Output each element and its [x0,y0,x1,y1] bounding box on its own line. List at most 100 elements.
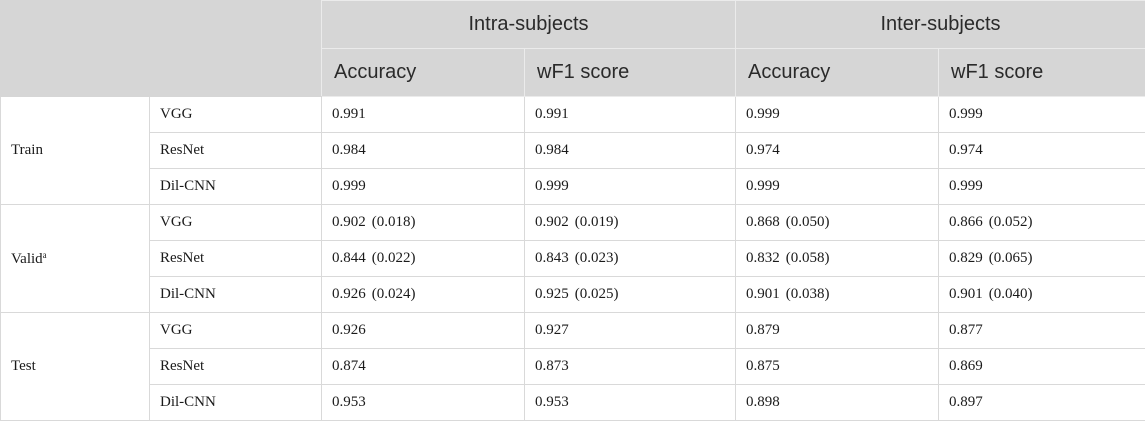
model-name: VGG [149,96,322,133]
table-row: ResNet 0.844 (0.022) 0.843 (0.023) 0.832 (0.05… [1,240,1145,277]
metric-value: 0.999 [746,178,780,194]
value-cell-intra-acc: 0.926 (0.024) [321,276,525,313]
metric-value: 0.974 [949,142,983,158]
value-cell-inter-wf1: 0.829 (0.065) [938,240,1145,277]
metric-std: (0.019) [574,214,619,230]
value-cell-inter-wf1: 0.869 [938,348,1145,385]
value-cell-inter-acc: 0.999 [735,168,939,205]
group-label-cell: Train [0,96,150,205]
value-cell-intra-acc: 0.844 (0.022) [321,240,525,277]
metric-value: 0.875 [746,358,780,374]
value-cell-inter-wf1: 0.999 [938,168,1145,205]
value-cell-inter-acc: 0.999 [735,96,939,133]
metric-value: 0.991 [535,106,569,122]
group-label: Train [11,142,43,158]
value-cell-intra-acc: 0.926 [321,312,525,349]
value-cell-inter-wf1: 0.866 (0.052) [938,204,1145,241]
metric-std: (0.023) [574,250,619,266]
table-row: Test VGG 0.926 0.927 0.879 0.877 [0,312,1145,421]
metric-value: 0.844 [332,250,366,266]
group-label: Valid [11,250,43,267]
value-cell-inter-acc: 0.974 [735,132,939,169]
model-name: VGG [149,312,322,349]
metric-value: 0.902 [535,214,569,230]
header-intra-wf1: wF1 score [524,48,736,97]
table-header: Intra-subjects Inter-subjects Accuracy w… [0,0,1145,97]
metric-value: 0.898 [746,394,780,410]
metric-value: 0.984 [332,142,366,158]
value-cell-inter-wf1: 0.901 (0.040) [938,276,1145,313]
footnote-marker: a [42,249,47,260]
model-name: ResNet [149,348,322,385]
results-table: Intra-subjects Inter-subjects Accuracy w… [0,0,1145,421]
header-inter-wf1: wF1 score [938,48,1145,97]
header-inter-accuracy: Accuracy [735,48,939,97]
value-cell-intra-wf1: 0.843 (0.023) [524,240,736,277]
value-cell-intra-wf1: 0.991 [524,96,736,133]
value-cell-intra-wf1: 0.984 [524,132,736,169]
metric-std: (0.038) [785,286,830,302]
metric-std: (0.024) [371,286,416,302]
group-label: Test [11,358,36,374]
metric-value: 0.879 [746,322,780,338]
group-label-cell: Valida [0,204,150,313]
value-cell-inter-wf1: 0.897 [938,384,1145,421]
metric-value: 0.901 [746,286,780,302]
table-body: Train VGG 0.991 0.991 0.999 0.999 ResNet 0.984 0… [0,96,1145,421]
table-row: Valida VGG 0.902 (0.018) 0.902 (0.019) 0.868 (0… [0,204,1145,313]
metric-value: 0.873 [535,358,569,374]
metric-std: (0.040) [988,286,1033,302]
table-row: Dil-CNN 0.926 (0.024) 0.925 (0.025) 0.901 (0.0… [1,276,1145,313]
metric-value: 0.843 [535,250,569,266]
model-name: Dil-CNN [149,276,322,313]
header-blank-cell [0,0,322,97]
metric-std: (0.050) [785,214,830,230]
table-row: ResNet 0.874 0.873 0.875 0.869 [1,348,1145,385]
table-row: Dil-CNN 0.953 0.953 0.898 0.897 [1,384,1145,421]
metric-std: (0.025) [574,286,619,302]
metric-value: 0.897 [949,394,983,410]
value-cell-inter-wf1: 0.974 [938,132,1145,169]
value-cell-inter-wf1: 0.877 [938,312,1145,349]
model-name: VGG [149,204,322,241]
model-name: ResNet [149,132,322,169]
table-row: Dil-CNN 0.999 0.999 0.999 0.999 [1,168,1145,205]
value-cell-intra-wf1: 0.953 [524,384,736,421]
value-cell-intra-wf1: 0.873 [524,348,736,385]
metric-value: 0.999 [746,106,780,122]
value-cell-intra-wf1: 0.925 (0.025) [524,276,736,313]
metric-value: 0.874 [332,358,366,374]
metric-std: (0.018) [371,214,416,230]
header-intra-accuracy: Accuracy [321,48,525,97]
metric-value: 0.926 [332,322,366,338]
value-cell-inter-wf1: 0.999 [938,96,1145,133]
metric-value: 0.999 [949,178,983,194]
header-inter-subjects: Inter-subjects [735,0,1145,49]
metric-value: 0.829 [949,250,983,266]
metric-value: 0.877 [949,322,983,338]
value-cell-intra-acc: 0.953 [321,384,525,421]
metric-std: (0.022) [371,250,416,266]
metric-value: 0.902 [332,214,366,230]
table-row: Train VGG 0.991 0.991 0.999 0.999 [0,96,1145,205]
metric-std: (0.052) [988,214,1033,230]
model-name: Dil-CNN [149,384,322,421]
metric-value: 0.869 [949,358,983,374]
metric-value: 0.925 [535,286,569,302]
metric-value: 0.832 [746,250,780,266]
value-cell-intra-wf1: 0.999 [524,168,736,205]
metric-value: 0.927 [535,322,569,338]
header-intra-subjects: Intra-subjects [321,0,736,49]
metric-value: 0.984 [535,142,569,158]
metric-value: 0.926 [332,286,366,302]
metric-value: 0.901 [949,286,983,302]
value-cell-intra-wf1: 0.927 [524,312,736,349]
value-cell-inter-acc: 0.875 [735,348,939,385]
value-cell-intra-acc: 0.991 [321,96,525,133]
metric-value: 0.866 [949,214,983,230]
metric-value: 0.999 [535,178,569,194]
model-name: Dil-CNN [149,168,322,205]
value-cell-inter-acc: 0.901 (0.038) [735,276,939,313]
group-label-cell: Test [0,312,150,421]
metric-value: 0.974 [746,142,780,158]
